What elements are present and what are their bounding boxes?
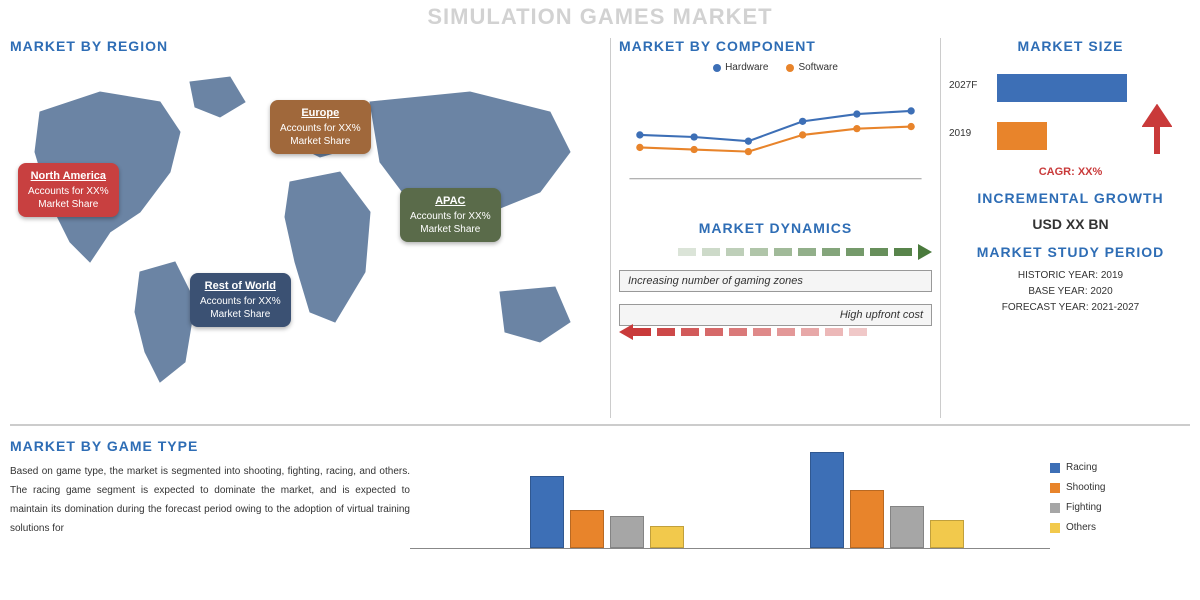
cagr-text: CAGR: XX% — [949, 166, 1192, 178]
legend-item-fighting: Fighting — [1050, 498, 1200, 518]
bar — [530, 476, 564, 548]
region-label-apac: APACAccounts for XX%Market Share — [400, 188, 501, 242]
growth-value: USD XX BN — [949, 216, 1192, 232]
component-title: MARKET BY COMPONENT — [619, 38, 932, 54]
restraint-box: High upfront cost — [619, 304, 932, 348]
label-2019: 2019 — [949, 128, 971, 139]
restraint-text: High upfront cost — [619, 304, 932, 326]
line-chart-legend: Hardware Software — [619, 62, 932, 73]
divider — [10, 424, 1190, 426]
map-title: MARKET BY REGION — [10, 38, 600, 54]
bar-2019 — [997, 122, 1047, 150]
bar-group-2 — [810, 452, 964, 548]
legend-item-racing: Racing — [1050, 458, 1200, 478]
study-title: MARKET STUDY PERIOD — [949, 244, 1192, 260]
game-type-text-block: MARKET BY GAME TYPE Based on game type, … — [10, 438, 410, 558]
game-type-title: MARKET BY GAME TYPE — [10, 438, 410, 454]
study-period-lines: HISTORIC YEAR: 2019 BASE YEAR: 2020 FORE… — [949, 268, 1192, 316]
forecast-year: FORECAST YEAR: 2021-2027 — [949, 300, 1192, 316]
dynamics-title: MARKET DYNAMICS — [619, 220, 932, 236]
game-type-legend: RacingShootingFightingOthers — [1050, 438, 1200, 558]
game-type-section: MARKET BY GAME TYPE Based on game type, … — [0, 432, 1200, 558]
restraint-arrow — [619, 328, 932, 348]
component-line-chart: Hardware Software — [619, 62, 932, 212]
driver-text: Increasing number of gaming zones — [619, 270, 932, 292]
cagr-arrow-icon — [1142, 104, 1172, 154]
driver-box: Increasing number of gaming zones — [619, 248, 932, 292]
legend-hardware: Hardware — [725, 62, 768, 73]
region-label-rest-of-world: Rest of WorldAccounts for XX%Market Shar… — [190, 273, 291, 327]
driver-arrow — [619, 248, 932, 268]
page-title: SIMULATION GAMES MARKET — [0, 0, 1200, 38]
hardware-dot — [713, 64, 721, 72]
legend-item-others: Others — [1050, 518, 1200, 538]
bar-group-1 — [530, 476, 684, 548]
region-label-north-america: North AmericaAccounts for XX%Market Shar… — [18, 163, 119, 217]
line-chart-svg — [619, 77, 932, 197]
historic-year: HISTORIC YEAR: 2019 — [949, 268, 1192, 284]
bar — [570, 510, 604, 548]
map-region-section: MARKET BY REGION North AmericaAccounts f… — [0, 38, 610, 418]
base-year: BASE YEAR: 2020 — [949, 284, 1192, 300]
bar — [930, 520, 964, 548]
main-grid: MARKET BY REGION North AmericaAccounts f… — [0, 38, 1200, 418]
bar — [890, 506, 924, 548]
size-title: MARKET SIZE — [949, 38, 1192, 54]
bar — [610, 516, 644, 548]
software-dot — [786, 64, 794, 72]
bar-baseline — [410, 548, 1050, 549]
bar — [850, 490, 884, 548]
bar — [650, 526, 684, 548]
bar — [810, 452, 844, 548]
label-2027: 2027F — [949, 80, 977, 91]
right-column: MARKET SIZE 2027F 2019 CAGR: XX% INCREME… — [940, 38, 1200, 418]
bar-2027 — [997, 74, 1127, 102]
region-label-europe: EuropeAccounts for XX%Market Share — [270, 100, 371, 154]
legend-item-shooting: Shooting — [1050, 478, 1200, 498]
game-type-bar-chart — [410, 438, 1050, 558]
growth-title: INCREMENTAL GROWTH — [949, 190, 1192, 206]
market-size-chart: 2027F 2019 — [949, 62, 1192, 162]
legend-software: Software — [798, 62, 837, 73]
component-dynamics-column: MARKET BY COMPONENT Hardware Software MA… — [610, 38, 940, 418]
game-type-description: Based on game type, the market is segmen… — [10, 462, 410, 538]
